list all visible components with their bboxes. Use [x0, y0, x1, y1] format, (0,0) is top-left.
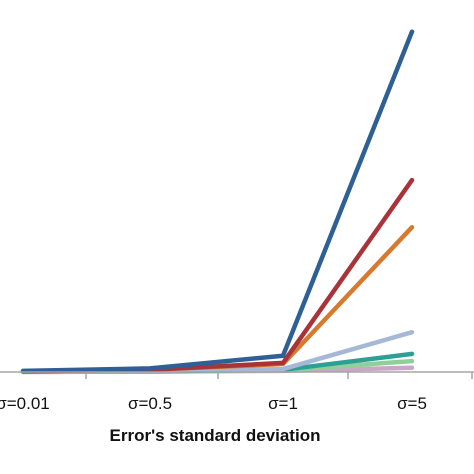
x-tick-label: σ=0.5: [128, 394, 172, 413]
series-layer: [20, 29, 415, 375]
x-axis: σ=0.01 σ=0.5 σ=1 σ=5: [0, 371, 474, 413]
x-axis-title: Error's standard deviation: [110, 426, 321, 445]
x-tick-label: σ=5: [397, 394, 427, 413]
series-line-2: [20, 177, 415, 374]
x-tick-label: σ=0.01: [0, 394, 50, 413]
series-line-1: [20, 29, 415, 374]
x-tick-label: σ=1: [268, 394, 298, 413]
